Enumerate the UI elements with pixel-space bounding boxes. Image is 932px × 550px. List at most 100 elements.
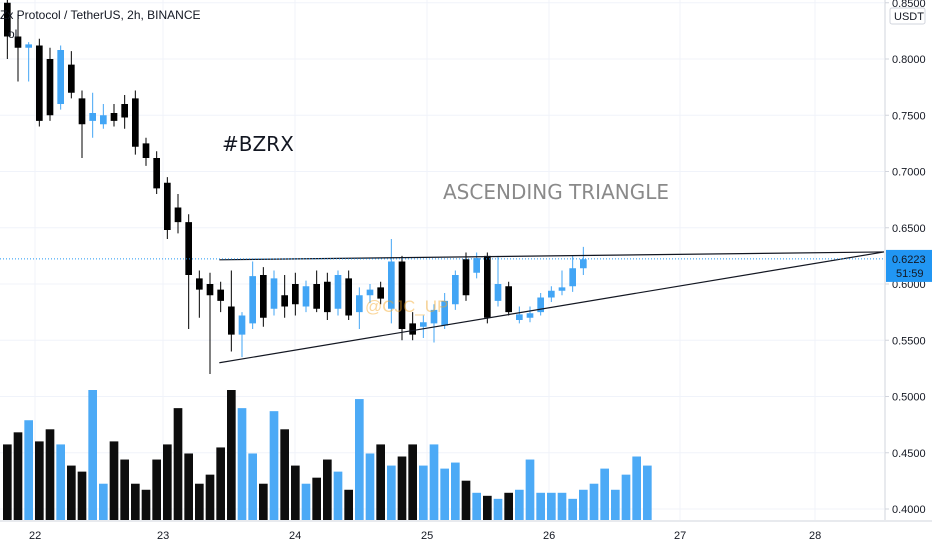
time-tick-label: 23	[157, 530, 169, 542]
candle-body	[174, 207, 182, 223]
candle-body	[366, 289, 374, 296]
price-tick-label: 0.8000	[892, 54, 926, 66]
time-tick-label: 26	[543, 530, 555, 542]
volume-bar	[280, 429, 289, 520]
volume-legend: ol	[8, 27, 17, 41]
candle-body	[313, 284, 320, 309]
volume-bar	[333, 471, 343, 520]
time-tick-label: 27	[674, 530, 686, 542]
candle-body	[153, 158, 160, 189]
volume-bar	[600, 468, 609, 520]
volume-bar	[88, 390, 97, 520]
volume-label: ol	[8, 27, 18, 41]
volume-bar	[621, 474, 631, 520]
candle-body	[132, 98, 139, 147]
volume-bar	[579, 489, 588, 520]
candle-body	[377, 287, 384, 299]
price-tick-label: 0.7500	[892, 110, 926, 122]
volume-bar	[643, 465, 652, 520]
candle-body	[569, 268, 576, 287]
volume-bar	[429, 444, 439, 520]
candle-body	[473, 258, 480, 273]
last-price-value: 0.6223	[892, 254, 926, 266]
volume-bar	[237, 408, 247, 520]
support-trendline[interactable]	[219, 251, 885, 364]
volume-bar	[536, 492, 545, 520]
volume-bar	[525, 459, 535, 520]
candle-body	[57, 50, 64, 104]
candle-body	[110, 113, 118, 121]
volume-bar	[99, 483, 108, 520]
resistance-trendline[interactable]	[219, 251, 885, 261]
candle-body	[388, 261, 395, 309]
candle-body	[430, 309, 438, 324]
candle-body	[494, 284, 502, 301]
price-tick-label: 0.6000	[892, 279, 926, 291]
candle-body	[462, 259, 470, 296]
volume-bar	[483, 495, 492, 520]
volume-bar	[408, 444, 417, 520]
volume-bar	[632, 456, 641, 520]
candle-body	[409, 323, 416, 335]
volume-bar	[323, 459, 332, 520]
volume-bar	[56, 444, 65, 520]
volume-bar	[120, 459, 129, 520]
last-price-tag	[886, 249, 932, 282]
time-tick-label: 25	[421, 530, 433, 542]
candle-body	[89, 113, 96, 121]
volume-bar	[376, 444, 385, 520]
volume-bar	[504, 492, 513, 520]
candle-body	[356, 295, 363, 313]
volume-bar	[35, 441, 44, 520]
volume-bar	[589, 483, 599, 520]
candle-body	[68, 64, 75, 93]
volume-bar	[13, 432, 23, 520]
volume-bar	[173, 408, 183, 520]
candle-body	[238, 315, 246, 335]
candle-body	[260, 275, 267, 318]
candle-body	[249, 276, 256, 324]
volume-bar	[152, 459, 161, 520]
volume-bar	[451, 462, 460, 520]
volume-bar	[461, 480, 471, 520]
currency-label: USDT	[894, 11, 924, 23]
candle-body	[25, 44, 32, 48]
price-tick-label: 0.8500	[892, 0, 926, 10]
volume-bar	[365, 453, 375, 520]
candle-body	[345, 278, 352, 316]
candle-body	[537, 297, 544, 313]
candle-body	[4, 2, 11, 37]
volume-bar	[67, 465, 76, 520]
volume-bar	[141, 489, 151, 520]
volume-bar	[248, 453, 257, 520]
volume-bar	[3, 444, 12, 520]
candle-body	[164, 182, 171, 230]
candle-body	[484, 255, 491, 318]
candle-body	[558, 287, 566, 291]
watermark-text: @CJC_UP	[365, 297, 448, 316]
volume-bar	[216, 447, 225, 520]
candle-body	[292, 284, 299, 305]
candle-body	[334, 275, 342, 309]
candle-body	[302, 286, 310, 307]
volume-bar	[269, 411, 279, 520]
volume-bar	[195, 483, 204, 520]
volume-bar	[312, 477, 321, 520]
candle-body	[78, 98, 86, 125]
volume-bar	[440, 468, 449, 520]
candle-body	[505, 286, 512, 313]
candle-body	[185, 222, 192, 275]
candle-body	[14, 36, 22, 48]
candle-body	[420, 322, 427, 327]
time-tick-label: 28	[809, 530, 821, 542]
candle-body	[142, 143, 150, 158]
candle-body	[100, 115, 107, 125]
volume-bar	[259, 483, 268, 520]
symbol-line: Zx Protocol / TetherUS, 2h, BINANCE	[0, 8, 201, 22]
candle-body	[580, 259, 587, 269]
volume-bar	[397, 456, 407, 520]
volume-bar	[163, 444, 172, 520]
price-tick-label: 0.5000	[892, 392, 926, 404]
time-tick-label: 24	[289, 530, 301, 542]
